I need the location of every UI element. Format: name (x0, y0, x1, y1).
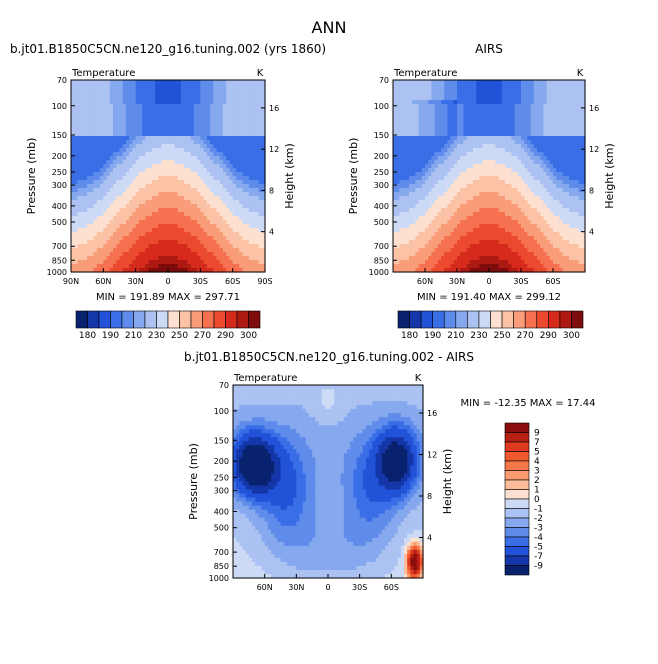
y-tick-label: 150 (52, 131, 67, 140)
x-tick-label: 30S (193, 277, 208, 286)
colorbar-swatch (122, 311, 134, 328)
panel-label: Temperature (71, 68, 135, 79)
y-tick-label: 250 (52, 168, 67, 177)
panel-title: AIRS (475, 42, 503, 56)
contour-field (71, 80, 266, 273)
colorbar-swatch (180, 311, 192, 328)
y2-axis-label: Height (km) (283, 143, 296, 209)
colorbar-tick-label: 210 (125, 331, 142, 341)
colorbar-swatch (111, 311, 123, 328)
x-tick-label: 60N (95, 277, 111, 286)
x-tick-label: 90S (257, 277, 272, 286)
colorbar-swatch (237, 311, 249, 328)
colorbar-swatch (214, 311, 226, 328)
x-tick-label: 0 (165, 277, 170, 286)
y-tick-label: 400 (52, 202, 67, 211)
x-tick-label: 30N (128, 277, 144, 286)
colorbar: 180 190 210 230 250 270 290 300 (76, 311, 260, 341)
colorbar-tick-label: 230 (148, 331, 165, 341)
y-tick-label: 300 (52, 181, 67, 190)
y-tick-label: 200 (52, 152, 67, 161)
y-tick-label: 850 (52, 256, 67, 265)
colorbar-swatch (191, 311, 203, 328)
colorbar-swatch (203, 311, 215, 328)
colorbar-swatch (168, 311, 180, 328)
colorbar-swatch (157, 311, 169, 328)
colorbar-tick-label: 190 (102, 331, 119, 341)
y2-tick-label: 4 (269, 228, 274, 237)
y2-tick-label: 16 (269, 104, 279, 113)
y-tick-label: 70 (57, 76, 67, 85)
colorbar-tick-label: 290 (217, 331, 234, 341)
colorbar-swatch (99, 311, 111, 328)
x-tick-label: 90N (63, 277, 79, 286)
panel-model: b.jt01.B1850C5CN.ne120_g16.tuning.002 (y… (10, 42, 326, 341)
colorbar-tick-label: 270 (194, 331, 211, 341)
y-tick-label: 100 (52, 102, 67, 111)
colorbar-swatch (226, 311, 238, 328)
colorbar-swatch (145, 311, 157, 328)
units-label: K (257, 68, 264, 79)
colorbar-tick-label: 250 (171, 331, 188, 341)
colorbar-swatch (134, 311, 146, 328)
y2-tick-label: 12 (269, 145, 279, 154)
x-tick-label: 60S (225, 277, 240, 286)
page-title: ANN (312, 18, 347, 37)
contour-field (393, 80, 586, 273)
colorbar-swatch (76, 311, 88, 328)
colorbar-tick-label: 180 (79, 331, 96, 341)
y-tick-label: 500 (52, 218, 67, 227)
y-tick-label: 1000 (47, 268, 67, 277)
y-tick-label: 700 (52, 242, 67, 251)
panel-title: b.jt01.B1850C5CN.ne120_g16.tuning.002 (y… (10, 42, 326, 56)
colorbar-tick-label: 300 (240, 331, 257, 341)
y2-tick-label: 8 (269, 186, 274, 195)
stats-label: MIN = 191.89 MAX = 297.71 (96, 292, 240, 303)
colorbar-swatch (249, 311, 261, 328)
y-axis-label: Pressure (mb) (25, 138, 38, 215)
colorbar-swatch (88, 311, 100, 328)
